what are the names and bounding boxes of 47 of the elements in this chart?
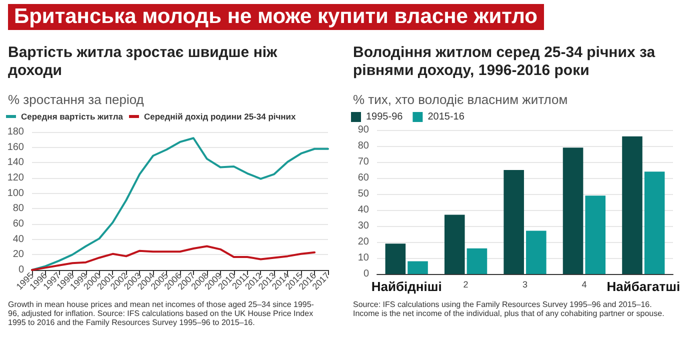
y-tick-label: 40	[12, 234, 24, 245]
y-tick-label: 50	[358, 188, 370, 200]
legend-label: Середня вартість житла	[21, 112, 124, 122]
bar	[408, 261, 428, 274]
y-tick-label: 160	[7, 142, 24, 153]
y-tick-label: 10	[358, 252, 370, 264]
y-tick-label: 120	[7, 172, 24, 184]
bar	[562, 148, 584, 274]
y-axis-title: % зростання за період	[8, 92, 144, 107]
bar	[466, 248, 488, 274]
chart-title: Володіння житлом серед 25-34 річних за рівнями доходу, 1996-2016 роки	[353, 44, 656, 80]
y-tick-label: 60	[358, 172, 370, 184]
source-note: Source: IFS calculations using the Family Resources Survey 1995–96 and 2015–16. Income is the net income of the individual, plus that of any cohabiting partner or spouse.	[353, 300, 666, 318]
x-tick-label: 4	[582, 280, 587, 290]
y-tick-label: 70	[358, 156, 370, 168]
y-tick-label: 20	[358, 236, 370, 248]
y-tick-label: 180	[7, 126, 24, 138]
y-tick-label: 60	[12, 218, 24, 230]
legend-label: 1995-96	[366, 112, 404, 122]
y-tick-label: 80	[12, 203, 24, 214]
bar	[526, 230, 546, 274]
y-tick-label: 20	[12, 249, 24, 260]
y-tick-label: 90	[358, 124, 370, 136]
bar	[504, 170, 524, 274]
chart-title: Британська молодь не може купити власне житло	[8, 4, 544, 30]
legend-label: 2015-16	[428, 112, 465, 122]
bar	[444, 214, 465, 274]
chart-subtitle: Вартість житла зростає швидше ніж доходи	[8, 44, 278, 80]
bar	[644, 172, 665, 274]
line-series	[31, 245, 316, 271]
y-axis-title: % тих, хто володіє власним житлом	[353, 92, 568, 107]
bar	[385, 244, 406, 274]
x-tick-label: Найбагатші	[606, 279, 680, 294]
x-tick-label: 2	[463, 280, 468, 290]
legend-label: Середній дохід родини 25-34 річних	[144, 112, 296, 122]
y-tick-label: 40	[358, 204, 370, 216]
y-tick-label: 0	[18, 264, 24, 276]
bar	[585, 196, 606, 274]
x-tick-label: 3	[522, 280, 528, 290]
y-tick-label: 100	[7, 188, 24, 199]
bar	[622, 136, 642, 274]
x-tick-label: Найбідніші	[371, 279, 442, 294]
y-tick-label: 0	[363, 268, 370, 280]
y-tick-label: 140	[7, 157, 24, 168]
text: Growth in mean house prices and mean net incomes of those aged 25–34 since 1995-96, adjusted for inflation. Source: IFS calculations based on the UK House Price Index 1995 to 2016 and the Family Resources Survey 1995–96 to 2015–16.	[8, 300, 315, 327]
y-tick-label: 30	[358, 220, 370, 232]
y-tick-label: 80	[358, 140, 370, 152]
